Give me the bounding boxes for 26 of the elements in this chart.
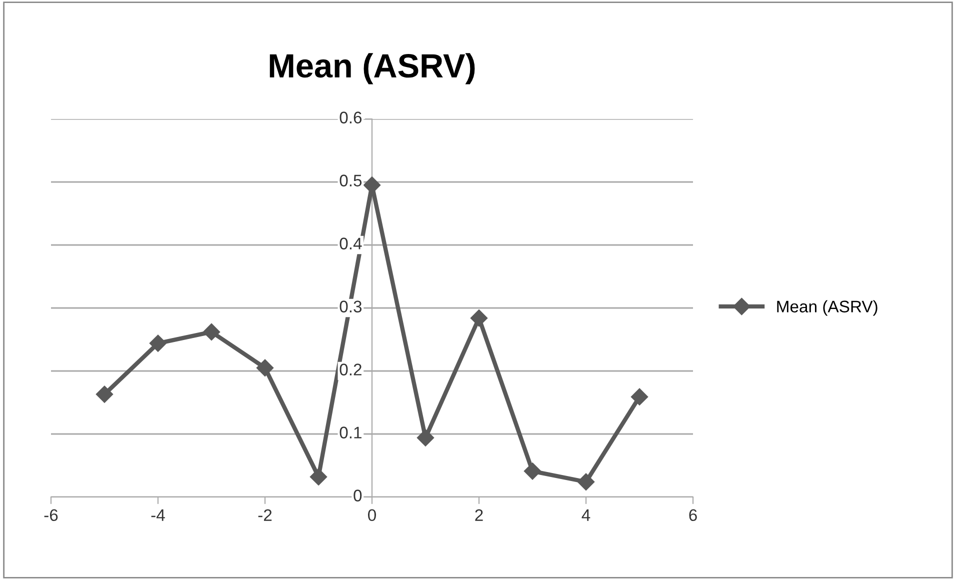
point <box>416 429 434 446</box>
x-tick-label: -2 <box>258 509 272 521</box>
chart-title: Mean (ASRV) <box>270 53 475 84</box>
x-tick-label: -6 <box>44 509 58 522</box>
point <box>630 388 648 406</box>
x-tick-label: 0 <box>368 509 376 522</box>
point <box>149 334 167 352</box>
x-tick-label: 2 <box>475 509 483 521</box>
point <box>202 323 220 340</box>
x-tick-label: 6 <box>689 509 697 522</box>
point <box>310 468 328 486</box>
y-tick-label: 0 <box>354 490 362 502</box>
y-tick-label: 0.1 <box>340 426 362 438</box>
y-tick-label: 0.2 <box>340 364 362 376</box>
point <box>577 473 595 490</box>
point <box>470 310 488 327</box>
x-tick-label: 4 <box>582 509 590 521</box>
point <box>96 386 114 403</box>
point <box>256 359 274 376</box>
y-tick-label: 0.6 <box>340 112 362 124</box>
y-tick-label: 0.3 <box>340 300 362 312</box>
y-tick-label: 0.5 <box>340 174 362 186</box>
y-tick-label: 0.4 <box>340 238 362 250</box>
legend-label: Mean (ASRV) <box>777 300 878 316</box>
point <box>524 462 542 480</box>
x-tick-label: -4 <box>151 509 165 521</box>
